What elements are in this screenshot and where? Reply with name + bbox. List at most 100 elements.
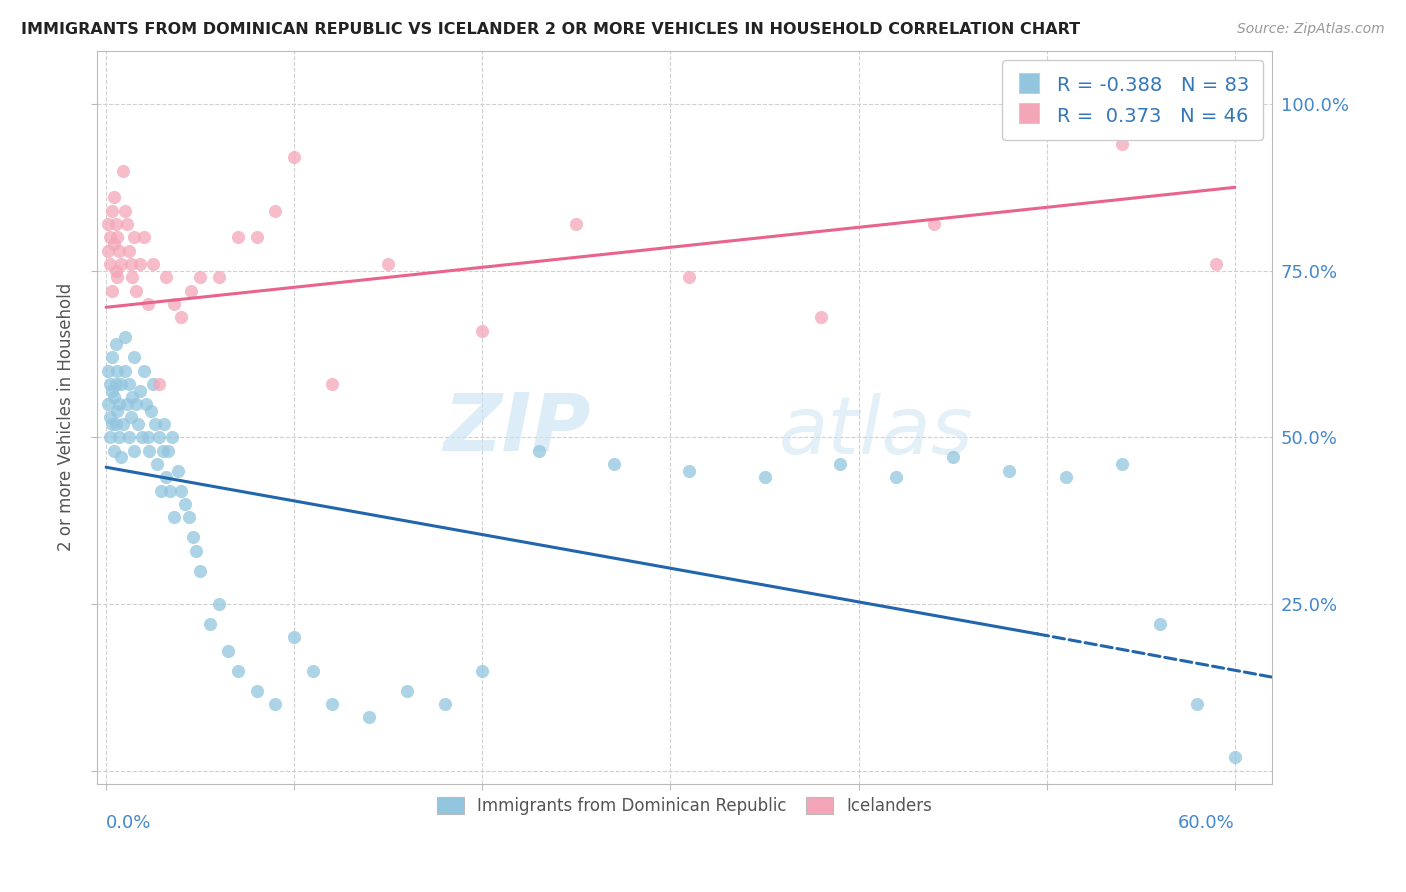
Point	[103, 237, 125, 252]
Point	[100, 417, 122, 431]
Point	[1187, 697, 1209, 711]
Point	[118, 430, 141, 444]
Text: atlas: atlas	[779, 392, 973, 471]
Point	[124, 351, 146, 365]
Point	[120, 257, 142, 271]
Point	[142, 376, 165, 391]
Point	[163, 297, 186, 311]
Point	[208, 597, 231, 611]
Point	[166, 464, 188, 478]
Point	[114, 363, 136, 377]
Point	[110, 257, 132, 271]
Point	[136, 430, 159, 444]
Y-axis label: 2 or more Vehicles in Household: 2 or more Vehicles in Household	[58, 283, 75, 551]
Text: 60.0%: 60.0%	[1178, 814, 1234, 832]
Point	[107, 230, 129, 244]
Point	[148, 430, 170, 444]
Point	[104, 217, 127, 231]
Point	[125, 284, 148, 298]
Point	[208, 270, 231, 285]
Point	[226, 230, 249, 244]
Point	[170, 483, 193, 498]
Point	[108, 430, 131, 444]
Point	[127, 417, 149, 431]
Point	[121, 390, 143, 404]
Point	[104, 337, 127, 351]
Point	[97, 397, 120, 411]
Point	[1111, 136, 1133, 151]
Point	[264, 697, 287, 711]
Point	[148, 376, 170, 391]
Point	[810, 310, 832, 325]
Point	[136, 297, 159, 311]
Point	[114, 203, 136, 218]
Point	[98, 430, 121, 444]
Point	[100, 384, 122, 398]
Point	[186, 543, 208, 558]
Point	[120, 410, 142, 425]
Point	[114, 330, 136, 344]
Point	[103, 190, 125, 204]
Point	[198, 616, 221, 631]
Point	[110, 450, 132, 465]
Point	[97, 363, 120, 377]
Point	[115, 397, 138, 411]
Point	[107, 270, 129, 285]
Point	[180, 284, 202, 298]
Point	[124, 443, 146, 458]
Point	[226, 664, 249, 678]
Point	[110, 376, 132, 391]
Point	[942, 450, 965, 465]
Point	[129, 257, 152, 271]
Point	[149, 483, 172, 498]
Point	[188, 564, 211, 578]
Point	[98, 257, 121, 271]
Point	[1111, 457, 1133, 471]
Point	[146, 457, 169, 471]
Point	[264, 203, 287, 218]
Point	[377, 257, 399, 271]
Text: ZIP: ZIP	[443, 389, 591, 467]
Point	[1223, 750, 1246, 764]
Point	[129, 384, 152, 398]
Point	[678, 270, 700, 285]
Point	[104, 376, 127, 391]
Point	[98, 410, 121, 425]
Point	[100, 284, 122, 298]
Point	[433, 697, 456, 711]
Point	[884, 470, 907, 484]
Point	[565, 217, 588, 231]
Legend: Immigrants from Dominican Republic, Icelanders: Immigrants from Dominican Republic, Icel…	[429, 789, 941, 823]
Point	[174, 497, 197, 511]
Point	[160, 430, 183, 444]
Point	[115, 217, 138, 231]
Point	[104, 263, 127, 277]
Point	[527, 443, 550, 458]
Point	[181, 530, 204, 544]
Point	[103, 443, 125, 458]
Point	[132, 230, 155, 244]
Point	[157, 443, 180, 458]
Point	[100, 351, 122, 365]
Point	[396, 683, 419, 698]
Point	[98, 230, 121, 244]
Point	[108, 244, 131, 258]
Point	[121, 270, 143, 285]
Point	[471, 324, 494, 338]
Point	[132, 363, 155, 377]
Point	[104, 417, 127, 431]
Point	[118, 376, 141, 391]
Point	[321, 376, 343, 391]
Point	[188, 270, 211, 285]
Point	[125, 397, 148, 411]
Point	[246, 683, 269, 698]
Point	[170, 310, 193, 325]
Point	[217, 643, 239, 657]
Point	[1054, 470, 1077, 484]
Point	[159, 483, 181, 498]
Point	[97, 244, 120, 258]
Point	[1205, 257, 1227, 271]
Point	[283, 150, 305, 164]
Point	[603, 457, 626, 471]
Point	[283, 630, 305, 644]
